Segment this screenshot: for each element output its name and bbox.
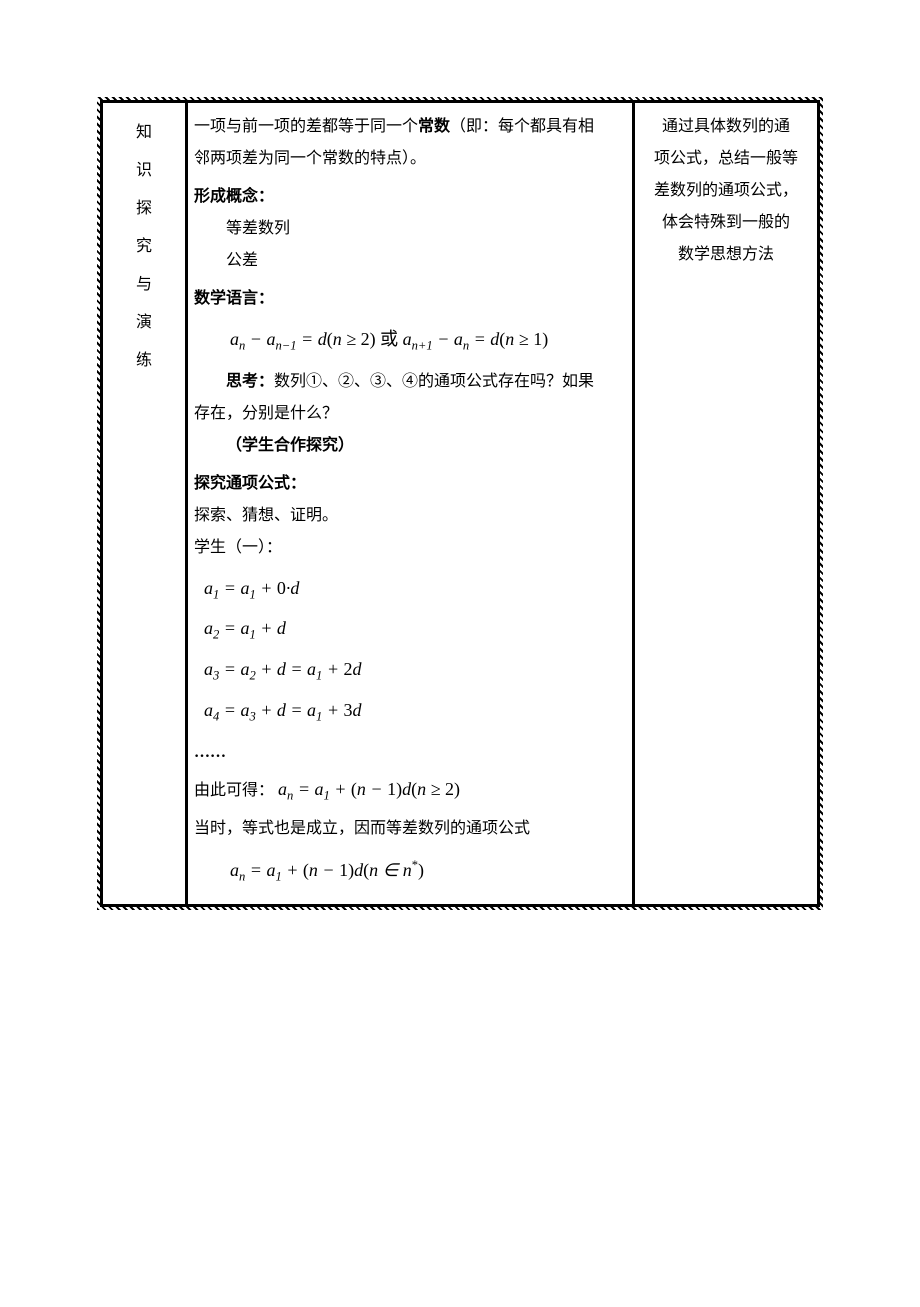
think-text-1: 数列①、②、③、④的通项公式存在吗？如果 bbox=[274, 373, 594, 390]
intro-1c: （即：每个都具有相 bbox=[450, 118, 594, 135]
intro-1a: 一项与前一项的差都等于同一个 bbox=[194, 118, 418, 135]
think-line-1: 思考：数列①、②、③、④的通项公式存在吗？如果 bbox=[194, 366, 626, 398]
purpose-line-2: 项公式，总结一般等 bbox=[641, 143, 811, 175]
section-label-cell: 知 识 探 究 与 演 练 bbox=[102, 102, 187, 906]
or-text: 或 bbox=[380, 329, 398, 349]
lesson-table: 知 识 探 究 与 演 练 一项与前一项的差都等于同一个常数（即：每个都具有相 … bbox=[100, 100, 820, 907]
formula-definition: an − an−1 = d(n ≥ 2) 或 an+1 − an = d(n ≥… bbox=[230, 325, 626, 356]
student-one-label: 学生（一）： bbox=[194, 532, 626, 564]
formula-a1: a1 = a1 + 0·d bbox=[204, 574, 626, 605]
content-cell: 一项与前一项的差都等于同一个常数（即：每个都具有相 邻两项差为同一个常数的特点）… bbox=[187, 102, 634, 906]
intro-line-1: 一项与前一项的差都等于同一个常数（即：每个都具有相 bbox=[194, 111, 626, 143]
section-char-3: 探 bbox=[109, 193, 179, 225]
derive-line: 由此可得： an = a1 + (n − 1)d(n ≥ 2) bbox=[194, 775, 626, 807]
formula-final: an = a1 + (n − 1)d(n ∈ n*) bbox=[230, 855, 626, 887]
section-char-6: 演 bbox=[109, 307, 179, 339]
formula-derive: an = a1 + (n − 1)d(n ≥ 2) bbox=[278, 779, 460, 799]
ellipsis: …… bbox=[194, 737, 626, 769]
heading-concept: 形成概念： bbox=[194, 181, 626, 213]
purpose-line-4: 体会特殊到一般的 bbox=[641, 207, 811, 239]
concept-item-1: 等差数列 bbox=[194, 213, 626, 245]
purpose-line-3: 差数列的通项公式， bbox=[641, 175, 811, 207]
section-char-4: 究 bbox=[109, 231, 179, 263]
formula-a3: a3 = a2 + d = a1 + 2d bbox=[204, 655, 626, 686]
lesson-table-wrap: 知 识 探 究 与 演 练 一项与前一项的差都等于同一个常数（即：每个都具有相 … bbox=[100, 100, 820, 907]
section-char-7: 练 bbox=[109, 345, 179, 377]
collab-note: （学生合作探究） bbox=[194, 430, 626, 462]
purpose-line-5: 数学思想方法 bbox=[641, 239, 811, 271]
heading-math-language: 数学语言： bbox=[194, 283, 626, 315]
section-char-2: 识 bbox=[109, 155, 179, 187]
formula-a2: a2 = a1 + d bbox=[204, 614, 626, 645]
think-label: 思考： bbox=[226, 373, 274, 390]
think-line-2: 存在，分别是什么？ bbox=[194, 398, 626, 430]
concept-item-2: 公差 bbox=[194, 245, 626, 277]
section-char-5: 与 bbox=[109, 269, 179, 301]
formula-a4: a4 = a3 + d = a1 + 3d bbox=[204, 696, 626, 727]
explore-steps: 探索、猜想、证明。 bbox=[194, 500, 626, 532]
heading-explore-formula: 探究通项公式： bbox=[194, 468, 626, 500]
intro-1b: 常数 bbox=[418, 118, 450, 135]
intro-line-2: 邻两项差为同一个常数的特点）。 bbox=[194, 143, 626, 175]
purpose-cell: 通过具体数列的通 项公式，总结一般等 差数列的通项公式， 体会特殊到一般的 数学… bbox=[634, 102, 819, 906]
section-char-1: 知 bbox=[109, 117, 179, 149]
when-line: 当时，等式也是成立，因而等差数列的通项公式 bbox=[194, 813, 626, 845]
derive-prefix: 由此可得： bbox=[194, 782, 274, 799]
purpose-line-1: 通过具体数列的通 bbox=[641, 111, 811, 143]
